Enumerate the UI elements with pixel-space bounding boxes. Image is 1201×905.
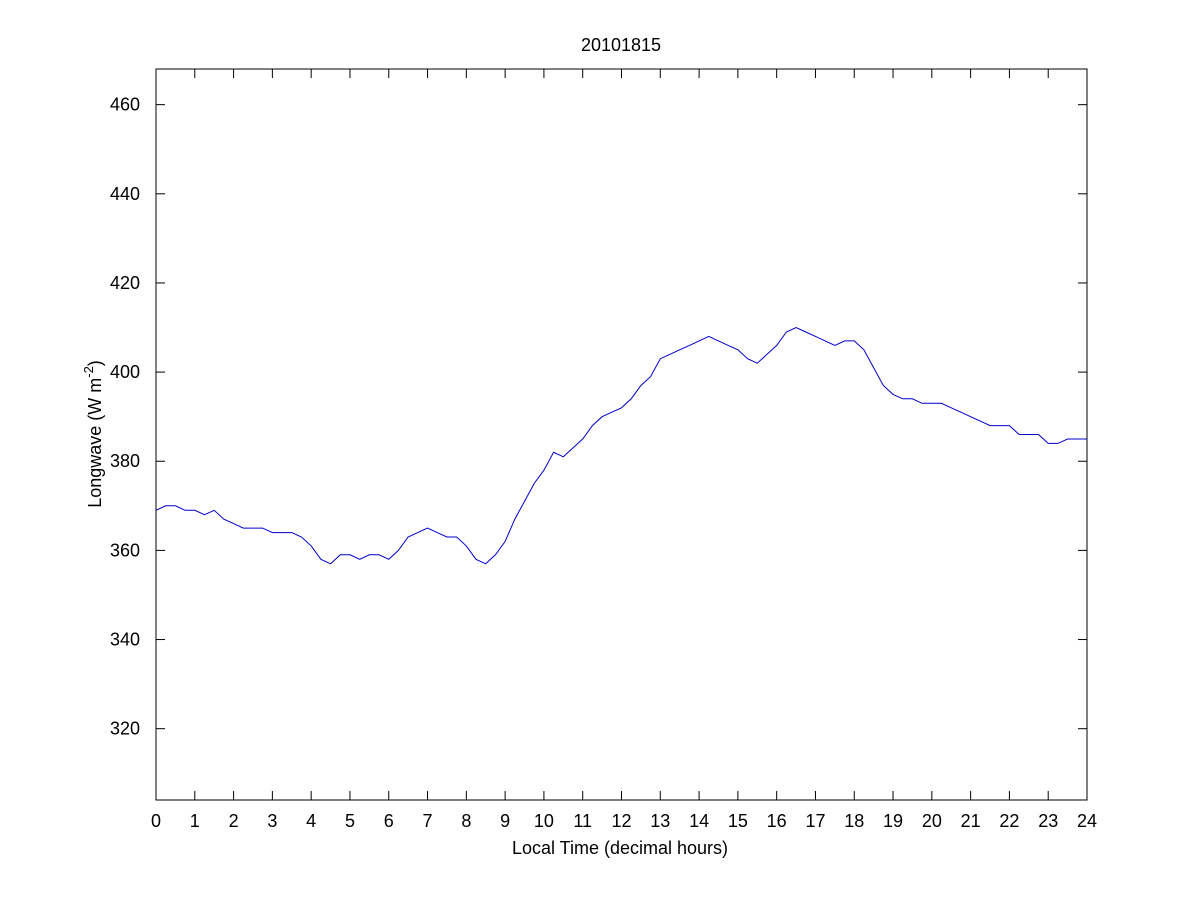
x-tick-label: 20	[922, 811, 942, 831]
x-tick-label: 19	[883, 811, 903, 831]
y-axis-label-main: Longwave (W m	[85, 378, 105, 508]
plot-area	[155, 68, 1088, 801]
x-tick-label: 14	[689, 811, 709, 831]
y-tick-label: 320	[110, 719, 140, 739]
chart-title: 20101815	[581, 35, 661, 55]
x-axis-label: Local Time (decimal hours)	[512, 838, 728, 858]
y-axis: 320 340 360 380 400 420 440 460	[110, 95, 1087, 739]
x-tick-label: 22	[999, 811, 1019, 831]
y-tick-label: 420	[110, 273, 140, 293]
y-tick-label: 360	[110, 540, 140, 560]
x-tick-label: 5	[345, 811, 355, 831]
y-tick-label: 440	[110, 184, 140, 204]
y-tick-label: 340	[110, 630, 140, 650]
x-tick-label: 16	[767, 811, 787, 831]
y-axis-label-superscript: -2	[81, 366, 96, 378]
x-tick-label: 4	[306, 811, 316, 831]
x-tick-label: 6	[384, 811, 394, 831]
x-tick-label: 17	[805, 811, 825, 831]
x-tick-label: 24	[1077, 811, 1097, 831]
y-tick-label: 460	[110, 95, 140, 115]
longwave-series-line	[155, 326, 1087, 565]
x-axis: 0 1 2 3 4 5 6 7 8 9 10 11 12 13 14 15 16 17 18 19 20 21 22 23 24	[151, 69, 1097, 831]
x-tick-label: 0	[151, 811, 161, 831]
x-tick-label: 21	[961, 811, 981, 831]
x-tick-label: 11	[573, 811, 592, 831]
x-tick-label: 18	[844, 811, 864, 831]
x-tick-label: 1	[190, 811, 200, 831]
x-tick-label: 10	[534, 811, 554, 831]
x-tick-label: 8	[461, 811, 471, 831]
x-tick-label: 2	[229, 811, 239, 831]
x-tick-label: 3	[267, 811, 277, 831]
y-axis-label: Longwave (W m-2)	[81, 360, 105, 508]
x-tick-label: 12	[611, 811, 631, 831]
x-tick-label: 7	[423, 811, 433, 831]
y-tick-label: 380	[110, 451, 140, 471]
x-tick-label: 13	[650, 811, 670, 831]
y-axis-label-close: )	[85, 360, 105, 366]
plot-frame	[155, 68, 1088, 801]
y-tick-label: 400	[110, 362, 140, 382]
x-tick-label: 9	[500, 811, 510, 831]
x-tick-label: 23	[1038, 811, 1058, 831]
x-tick-label: 15	[728, 811, 748, 831]
